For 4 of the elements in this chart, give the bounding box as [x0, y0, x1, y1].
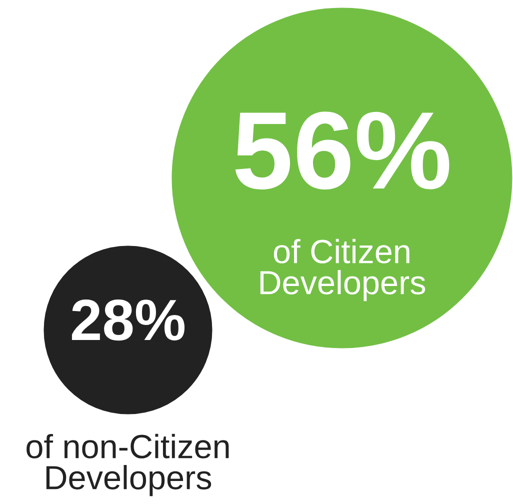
data-label: 28% [72, 300, 185, 341]
category-label: of non-Citizen Developers [26, 434, 229, 496]
category-label: of Citizen Developers [260, 238, 426, 302]
data-label: 56% [235, 112, 450, 190]
